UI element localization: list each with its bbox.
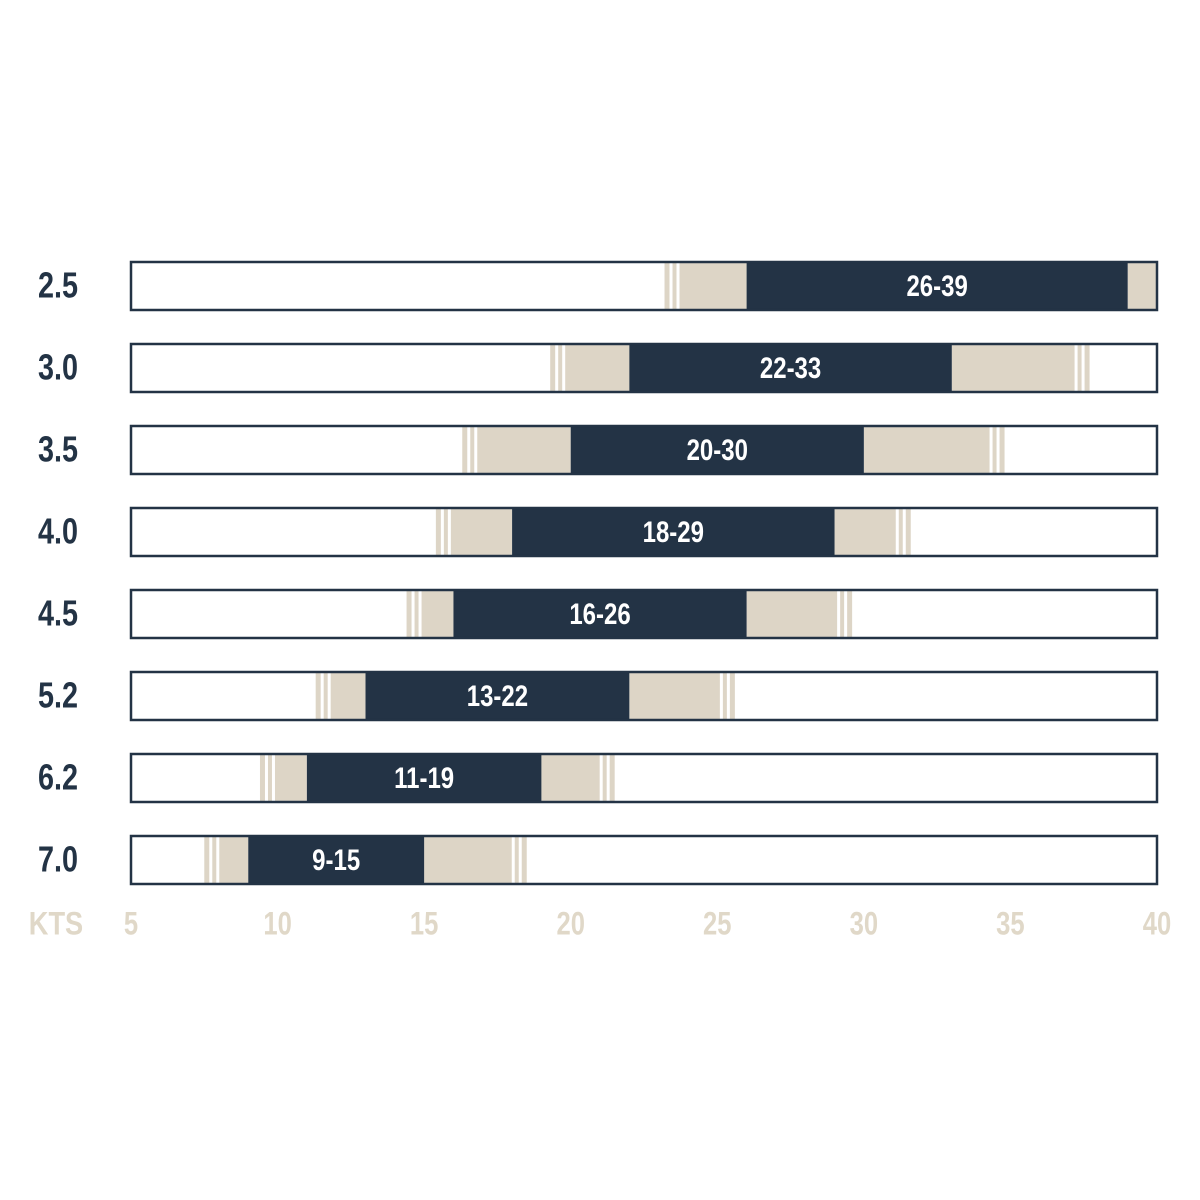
x-tick-label: 10 — [263, 907, 291, 942]
stripe — [271, 754, 275, 802]
range-bar — [248, 836, 425, 884]
extended-high — [863, 426, 1005, 474]
stripe — [562, 344, 566, 392]
range-bar — [570, 426, 864, 474]
x-tick-label: 30 — [850, 907, 878, 942]
value-label: 16-26 — [569, 596, 630, 630]
x-tick-label: 35 — [996, 907, 1024, 942]
stripe — [844, 590, 848, 638]
range-bar — [512, 508, 835, 556]
extended-high — [1127, 262, 1157, 310]
stripe — [837, 590, 841, 638]
x-tick-label: 20 — [556, 907, 584, 942]
category-label: 7.0 — [38, 838, 78, 879]
category-label: 6.2 — [38, 756, 78, 797]
category-label: 2.5 — [38, 264, 78, 305]
value-label: 13-22 — [467, 678, 528, 712]
x-tick-label: 40 — [1143, 907, 1171, 942]
stripe — [320, 672, 324, 720]
value-label: 20-30 — [687, 432, 748, 466]
stripe — [669, 262, 673, 310]
stripe — [676, 262, 680, 310]
category-label: 4.5 — [38, 592, 78, 633]
extended-high — [834, 508, 911, 556]
range-bar — [453, 590, 747, 638]
category-label: 3.0 — [38, 346, 78, 387]
bar-outline — [129, 342, 1159, 394]
extended-low — [315, 672, 366, 720]
value-label: 11-19 — [394, 760, 454, 794]
bar-outline — [129, 588, 1159, 640]
value-label: 22-33 — [760, 350, 821, 384]
stripe — [555, 344, 559, 392]
stripe — [719, 672, 723, 720]
stripe — [467, 426, 471, 474]
extended-high — [746, 590, 853, 638]
value-label: 26-39 — [906, 268, 967, 302]
extended-high — [424, 836, 527, 884]
stripe — [1074, 344, 1078, 392]
extended-low — [462, 426, 571, 474]
stripe — [895, 508, 899, 556]
extended-low — [550, 344, 630, 392]
stripe — [411, 590, 415, 638]
stripe — [996, 426, 1000, 474]
stripe — [474, 426, 478, 474]
extended-high — [541, 754, 615, 802]
extended-high — [629, 672, 735, 720]
stripe — [440, 508, 444, 556]
category-label: 3.5 — [38, 428, 78, 469]
x-tick-label: 5 — [124, 907, 138, 942]
range-bar — [746, 262, 1128, 310]
x-tick-label: 15 — [410, 907, 438, 942]
stripe — [511, 836, 515, 884]
x-axis-label: KTS — [29, 906, 83, 942]
stripe — [447, 508, 451, 556]
stripe — [264, 754, 268, 802]
stripe — [606, 754, 610, 802]
range-bar — [629, 344, 952, 392]
bar-outline — [129, 752, 1159, 804]
stripe — [1081, 344, 1085, 392]
category-label: 4.0 — [38, 510, 78, 551]
bar-outline — [129, 506, 1159, 558]
value-label: 18-29 — [643, 514, 704, 548]
range-bar — [365, 672, 630, 720]
stripe — [599, 754, 603, 802]
extended-low — [435, 508, 513, 556]
stripe — [902, 508, 906, 556]
stripe — [216, 836, 220, 884]
bar-outline — [129, 260, 1159, 312]
bar-outline — [129, 424, 1159, 476]
stripe — [327, 672, 331, 720]
bar-outline — [129, 670, 1159, 722]
x-tick-label: 25 — [703, 907, 731, 942]
stripe — [989, 426, 993, 474]
range-bar — [306, 754, 542, 802]
stripe — [726, 672, 730, 720]
stripe — [209, 836, 213, 884]
category-label: 5.2 — [38, 674, 78, 715]
extended-high — [951, 344, 1090, 392]
value-label: 9-15 — [312, 842, 360, 876]
bar-outline — [129, 834, 1159, 886]
stripe — [518, 836, 522, 884]
stripe — [418, 590, 422, 638]
